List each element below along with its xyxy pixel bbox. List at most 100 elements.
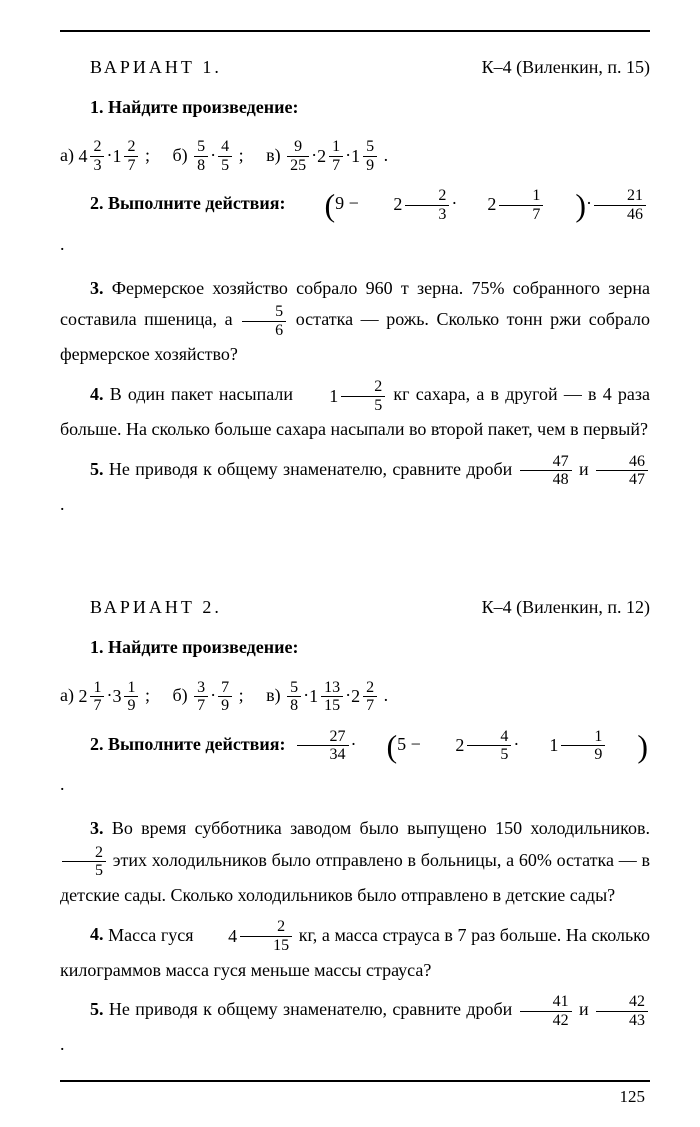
v1-p5: 5. Не приводя к общему знаменателю, срав… [60,453,650,520]
n: 1 [351,137,360,177]
v1-p1-intro-text: 1. Найдите произведение: [90,97,298,117]
n: 4 [198,921,237,952]
v1-p2: 2. Выполните действия: (9 − 223·217)·214… [60,184,650,264]
n: 5 [341,397,385,415]
n: 3 [405,206,449,224]
n: 2 [90,138,104,157]
n: 42 [596,993,648,1012]
n: 6 [242,322,286,340]
n: 2 [363,679,377,698]
n: 2 [425,726,464,766]
v1-p1-intro: 1. Найдите произведение: [60,88,650,128]
n: 5 [242,303,286,322]
page-number: 125 [60,1087,650,1107]
and: и [579,459,589,479]
v1-p1b-label: б) [173,145,188,165]
n: 2 [457,185,496,225]
n: 5 [397,734,406,754]
n: 8 [194,157,208,175]
n: 1 [124,679,138,698]
and: и [579,999,589,1019]
n: 5 [363,138,377,157]
v2-p4-text: Масса гуся 4215 кг, а масса страуса в 7 … [60,925,650,980]
n: 5 [62,862,106,880]
n: 1 [499,187,543,206]
n: 2 [78,677,87,717]
n: 46 [596,453,648,472]
n: 9 [287,138,309,157]
variant2-ref: К–4 (Виленкин, п. 12) [482,597,650,618]
n: 7 [218,679,232,698]
n: 2 [363,185,402,225]
n: 43 [596,1012,648,1030]
variant1-ref: К–4 (Виленкин, п. 15) [482,57,650,78]
n: 7 [90,697,104,715]
n: 1 [90,679,104,698]
n: 2 [405,187,449,206]
n: 9 [561,746,605,764]
n: 1 [519,726,558,766]
v2-p1-intro: 1. Найдите произведение: [60,628,650,668]
n: 5 [287,679,301,698]
n: 47 [520,453,572,472]
n: 2 [240,918,292,937]
n: 4 [218,138,232,157]
n: 5 [467,746,511,764]
n: 5 [194,138,208,157]
n: 7 [329,157,343,175]
n: 1 [561,728,605,747]
v2-p2: 2. Выполните действия: 2734·(5 − 245·119… [60,725,650,805]
v2-p1-intro-text: 1. Найдите произведение: [90,637,298,657]
v1-p5-text: Не приводя к общему знаменателю, сравнит… [60,459,650,514]
n: 41 [520,993,572,1012]
v1-p1a-label: а) [60,145,74,165]
v1-p2-label: 2. Выполните действия: [90,193,286,213]
n: 7 [194,697,208,715]
v1-p4: 4. В один пакет насыпали 125 кг сахара, … [60,378,650,445]
n: 9 [218,697,232,715]
n: 34 [297,746,349,764]
v2-p4: 4. Масса гуся 4215 кг, а масса страуса в… [60,918,650,985]
v1-p1c-label: в) [266,145,281,165]
n: 48 [520,471,572,489]
v2-p1c-label: в) [266,685,281,705]
v2-p5: 5. Не приводя к общему знаменателю, срав… [60,993,650,1060]
n: 7 [363,697,377,715]
v2-p1-subs: а) 217·319 ; б) 37·79 ; в) 58·11315·227 … [60,676,650,717]
n: 2 [317,137,326,177]
n: 7 [499,206,543,224]
bottom-rule [60,1080,650,1082]
n: 4 [467,728,511,747]
v1-p1-subs: а) 423·127 ; б) 58·45 ; в) 925·217·159 . [60,136,650,177]
n: 2 [62,844,106,863]
n: 1 [329,138,343,157]
n: 2 [351,677,360,717]
n: 3 [112,677,121,717]
n: 4 [78,137,87,177]
v2-p1a-label: а) [60,685,74,705]
n: 2 [341,378,385,397]
n: 15 [240,937,292,955]
n: 13 [321,679,343,698]
n: 15 [321,697,343,715]
v2-p5-text: Не приводя к общему знаменателю, сравнит… [60,999,650,1054]
n: 25 [287,157,309,175]
n: 21 [594,187,646,206]
variant2-title: ВАРИАНТ 2. [90,597,222,618]
n: 3 [90,157,104,175]
v2-p3: 3. Во время субботника заводом было выпу… [60,813,650,910]
n: 2 [124,138,138,157]
n: 9 [335,193,344,213]
variant1-title: ВАРИАНТ 1. [90,57,222,78]
n: 3 [194,679,208,698]
v2-p2-label: 2. Выполните действия: [90,734,286,754]
n: 1 [299,381,338,412]
n: 47 [596,471,648,489]
v1-p3-text: Фермерское хозяйство собрало 960 т зерна… [60,278,650,365]
n: 27 [297,728,349,747]
v2-p1b-label: б) [173,685,188,705]
n: 1 [112,137,121,177]
top-rule [60,30,650,32]
n: 8 [287,697,301,715]
n: 9 [124,697,138,715]
